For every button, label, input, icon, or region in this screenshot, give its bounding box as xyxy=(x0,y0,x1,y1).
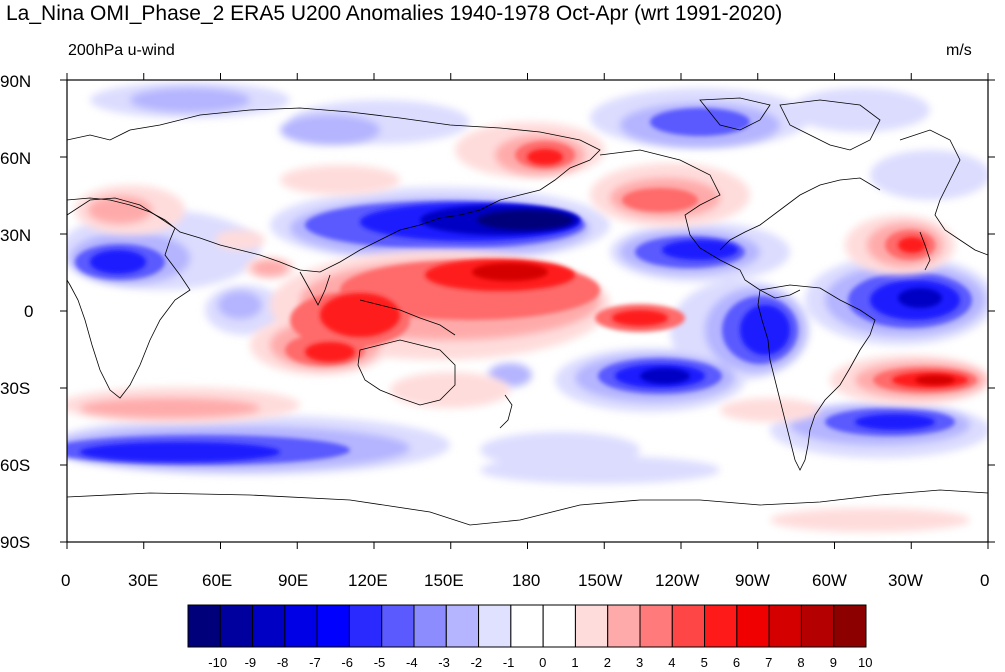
colorbar-swatch xyxy=(574,604,609,648)
lat-label-30n: 30N xyxy=(0,226,32,245)
colorbar-swatch xyxy=(316,604,350,648)
colorbar-tick-label: 0 xyxy=(539,655,547,670)
lon-label-150e: 150E xyxy=(424,571,464,590)
colorbar-tick-label: 8 xyxy=(797,655,805,670)
lon-label-120e: 120E xyxy=(348,571,388,590)
map-title: La_Nina OMI_Phase_2 ERA5 U200 Anomalies … xyxy=(6,2,783,25)
lat-label-60n: 60N xyxy=(0,149,32,168)
colorbar-tick-label: 4 xyxy=(668,655,676,670)
colorbar-swatch xyxy=(736,604,770,648)
anomaly-field xyxy=(67,80,988,542)
colorbar-tick-label: 9 xyxy=(829,655,837,670)
colorbar-swatch xyxy=(768,604,802,648)
colorbar-swatch xyxy=(639,604,673,648)
colorbar-tick-label: -9 xyxy=(244,655,257,670)
colorbar-tick-label: 6 xyxy=(732,655,741,670)
colorbar-tick-label: 2 xyxy=(603,655,611,670)
colorbar-swatch xyxy=(800,604,835,648)
lon-label-120w: 120W xyxy=(655,571,700,590)
lat-label-90s: 90S xyxy=(0,533,31,552)
lat-label-90n: 90N xyxy=(0,72,32,91)
lon-label-180: 180 xyxy=(512,571,541,590)
colorbar-tick-label: 10 xyxy=(858,655,873,670)
lon-label-60e: 60E xyxy=(202,571,233,590)
colorbar-swatch xyxy=(445,604,480,648)
colorbar-tick-label: 5 xyxy=(700,655,708,670)
lon-label-30e: 30E xyxy=(128,571,159,590)
colorbar-swatch xyxy=(381,604,415,648)
colorbar-tick-label: -3 xyxy=(438,655,450,670)
colorbar-swatch xyxy=(542,604,576,648)
lon-label-60w: 60W xyxy=(812,571,847,590)
colorbar-swatch xyxy=(284,604,318,648)
colorbar-tick-label: -1 xyxy=(502,655,515,670)
lon-label-90e: 90E xyxy=(278,571,309,590)
colorbar-tick-label: -8 xyxy=(276,655,289,670)
colorbar-swatch xyxy=(219,604,254,648)
colorbar-swatch xyxy=(671,604,706,648)
lat-label-30s: 30S xyxy=(0,379,31,398)
colorbar xyxy=(187,604,867,648)
colorbar-swatch xyxy=(704,604,738,648)
colorbar-swatch xyxy=(252,604,286,648)
lon-label-30w: 30W xyxy=(888,571,923,590)
axis-ticks xyxy=(60,73,995,549)
lat-label-60s: 60S xyxy=(0,456,31,475)
lat-label-eq: 0 xyxy=(24,302,34,321)
colorbar-swatch xyxy=(187,604,221,648)
colorbar-swatch xyxy=(348,604,383,648)
colorbar-tick-label: 3 xyxy=(636,655,644,670)
lon-label-360: 0 xyxy=(980,571,990,590)
variable-label: 200hPa u-wind xyxy=(68,42,175,59)
colorbar-swatch xyxy=(478,604,512,648)
units-label: m/s xyxy=(946,42,972,59)
colorbar-swatch xyxy=(607,604,641,648)
colorbar-tick-label: -10 xyxy=(208,655,228,670)
colorbar-tick-label: -6 xyxy=(341,655,353,670)
colorbar-tick-label: -7 xyxy=(309,655,321,670)
colorbar-tick-label: -4 xyxy=(406,655,418,670)
lon-label-0: 0 xyxy=(61,571,71,590)
colorbar-swatch xyxy=(833,604,867,648)
colorbar-tick-label: 1 xyxy=(571,655,579,670)
lon-label-90w: 90W xyxy=(735,571,770,590)
colorbar-tick-label: 7 xyxy=(765,655,773,670)
colorbar-swatch xyxy=(413,604,447,648)
colorbar-tick-label: -5 xyxy=(373,655,386,670)
coastlines xyxy=(67,97,988,526)
colorbar-tick-label: -2 xyxy=(470,655,483,670)
colorbar-swatch xyxy=(510,604,544,648)
lon-label-150w: 150W xyxy=(578,571,623,590)
